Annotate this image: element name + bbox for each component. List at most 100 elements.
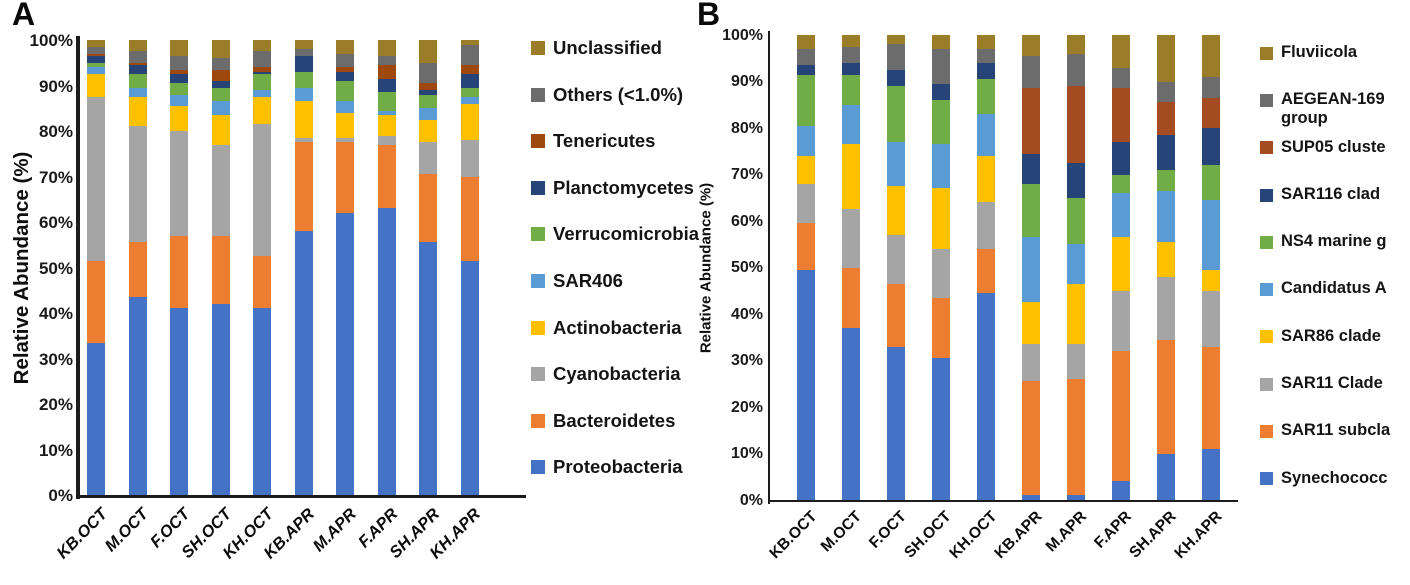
bar-segment [1021,302,1041,345]
bar-segment [253,96,271,125]
bar-KH.OCT [976,35,996,500]
legend-item: Verrucomicrobia [531,223,699,270]
bar-segment [128,74,147,88]
bar-segment [931,297,951,359]
legend-label: Cyanobacteria [553,363,681,385]
bar-segment [931,83,951,101]
legend-color-swatch [531,87,545,102]
legend-item: Bacteroidetes [531,410,699,457]
y-tick-label: 60% [38,213,73,233]
bar-segment [1201,448,1221,500]
legend-label: Verrucomicrobia [553,223,700,245]
bar-segment [377,115,396,136]
bar-segment [294,87,313,102]
bar-segment [460,176,479,261]
bar-segment [931,358,951,500]
bar-segment [976,79,996,115]
bar-segment [87,55,105,63]
bar-segment [87,40,105,47]
bar-KH.OCT [253,40,271,495]
bar-segment [294,101,313,138]
legend-label: SAR116 clad [1281,184,1381,203]
y-axis-line [76,36,80,499]
legend-item: Fluviicola [1260,43,1390,90]
bar-segment [253,256,271,309]
y-tick-label: 90% [38,76,73,96]
legend-item: SAR11 subcla [1260,421,1390,468]
bar-segment [841,35,861,47]
bar-segment [253,40,271,52]
legend-color-swatch [1260,235,1273,249]
bar-segment [294,142,313,232]
legend-label: Others (<1.0%) [553,83,684,105]
bar-segment [886,346,906,500]
legend-color-swatch [1260,472,1273,486]
bar-segment [976,202,996,249]
x-axis-line [76,495,526,498]
bar-F.OCT [170,40,188,495]
bar-segment [931,48,951,84]
y-tick-label: 40% [38,304,73,324]
bar-segment [336,142,354,213]
legend-item: SAR116 clad [1260,185,1390,232]
bar-segment [419,62,437,84]
y-tick-label: 10% [730,445,763,463]
legend-color-swatch [531,134,545,149]
bar-segment [931,144,951,189]
bar-segment [976,35,996,49]
legend-label: SAR11 Clade [1281,374,1383,393]
bar-segment [211,58,230,70]
bar-KH.APR [460,40,479,495]
bar-segment [377,65,396,79]
legend-item: SAR406 [531,270,699,317]
legend-label: Planctomycetes [553,176,694,198]
legend-label: Actinobacteria [553,316,682,338]
bar-segment [87,342,105,495]
bar-segment [1156,81,1176,103]
bar-segment [841,327,861,500]
bar-segment [211,40,230,59]
legend-color-swatch [531,274,545,289]
bar-segment [1111,35,1131,68]
bar-segment [253,74,271,91]
legend-item: Actinobacteria [531,317,699,364]
bar-segment [211,101,230,116]
bar-segment [886,234,906,284]
legend-item: Unclassified [531,37,699,84]
bar-segment [1111,141,1131,175]
y-tick-label: 30% [38,349,73,369]
x-axis-label: KH.APR [1170,508,1226,563]
bar-segment [841,144,861,210]
bar-segment [294,137,313,143]
bar-segment [336,137,354,143]
bar-SH.OCT [931,35,951,500]
bar-segment [886,283,906,347]
bar-segment [796,223,816,270]
bar-segment [87,74,105,97]
bar-segment [419,83,437,91]
legend-color-swatch [531,320,545,335]
bar-segment [336,40,354,54]
bar-SH.APR [1156,35,1176,500]
bar-segment [1021,88,1041,154]
bar-M.OCT [128,40,147,495]
bar-segment [1111,193,1131,238]
x-axis-line [767,500,1238,502]
bar-segment [170,69,188,75]
bar-segment [211,87,230,102]
bar-segment [1201,35,1221,77]
legend-label: NS4 marine g [1281,232,1387,251]
bar-segment [886,35,906,45]
legend-item: SAR11 Clade [1260,374,1390,421]
bar-KB.OCT [87,40,105,495]
legend-label: Unclassified [553,37,662,58]
bar-segment [460,87,479,97]
y-tick-label: 60% [730,212,763,230]
bar-segment [253,124,271,257]
legend-color-swatch [531,180,545,195]
bar-segment [336,71,354,81]
bar-segment [211,69,230,81]
y-tick-label: 10% [38,440,73,460]
bar-segment [419,94,437,109]
